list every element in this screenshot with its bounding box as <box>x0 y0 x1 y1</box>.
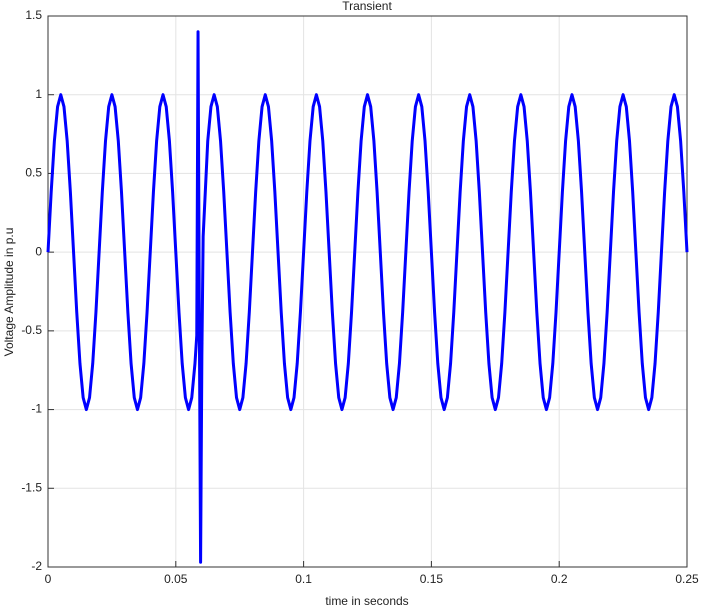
x-tick-label: 0.15 <box>420 572 444 586</box>
chart-title: Transient <box>342 0 392 13</box>
y-tick-label: 1 <box>35 87 42 101</box>
y-tick-label: 1.5 <box>25 8 42 22</box>
x-tick-label: 0.2 <box>551 572 568 586</box>
x-tick-label: 0 <box>45 572 52 586</box>
y-tick-label: -2 <box>31 559 42 573</box>
plot-frame <box>47 15 688 568</box>
data-line <box>46 30 689 564</box>
x-axis-label: time in seconds <box>325 594 408 608</box>
y-tick-label: 0.5 <box>25 166 42 180</box>
y-tick-label: -0.5 <box>21 323 42 337</box>
x-tick-label: 0.1 <box>295 572 312 586</box>
x-tick-label: 0.25 <box>675 572 699 586</box>
y-axis-label: Voltage Amplitude in p.u <box>2 228 16 357</box>
y-tick-label: 0 <box>35 244 42 258</box>
x-tick-label: 0.05 <box>164 572 188 586</box>
y-tick-label: -1.5 <box>21 480 42 494</box>
y-tick-label: -1 <box>31 402 42 416</box>
